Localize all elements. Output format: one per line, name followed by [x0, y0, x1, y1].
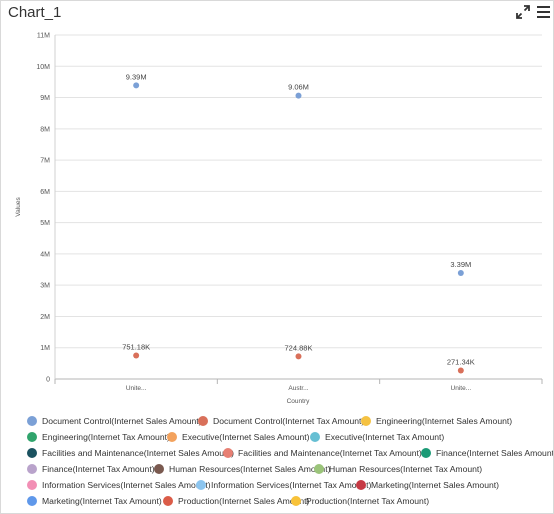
legend-label: Facilities and Maintenance(Internet Tax …	[238, 448, 422, 458]
legend-label: Finance(Internet Tax Amount)	[42, 464, 155, 474]
data-point	[457, 367, 464, 374]
hamburger-menu-icon[interactable]	[537, 5, 550, 19]
legend-marker-icon	[27, 416, 37, 426]
y-tick-label: 3M	[40, 283, 50, 290]
y-tick-label: 1M	[40, 345, 50, 352]
legend-label: Finance(Internet Sales Amount)	[436, 448, 554, 458]
x-axis-label: Country	[287, 398, 311, 405]
chart-plot-area: 0 1M 2M 3M 4M 5M 6M 7M 8M 9M 10M 11M Unite... Austr.…	[15, 33, 543, 405]
data-label: 271.34K	[447, 358, 475, 367]
legend-marker-icon	[27, 480, 37, 490]
y-tick-label: 4M	[40, 251, 50, 258]
data-label: 3.39M	[450, 260, 471, 269]
legend-label: Executive(Internet Sales Amount)	[182, 432, 310, 442]
legend-marker-icon	[291, 496, 301, 506]
legend-marker-icon	[223, 448, 233, 458]
y-tick-label: 7M	[40, 158, 50, 165]
y-tick-label: 10M	[36, 64, 50, 71]
legend-label: Human Resources(Internet Sales Amount)	[169, 464, 331, 474]
y-tick-label: 9M	[40, 95, 50, 102]
x-tick-label: Unite...	[451, 385, 472, 392]
legend-label: Engineering(Internet Sales Amount)	[376, 416, 513, 426]
legend-label: Engineering(Internet Tax Amount)	[42, 432, 170, 442]
legend-label: Executive(Internet Tax Amount)	[325, 432, 445, 442]
grid-lines	[54, 34, 543, 384]
legend-marker-icon	[27, 448, 37, 458]
legend-label: Facilities and Maintenance(Internet Sale…	[42, 448, 235, 458]
chart-title: Chart_1	[8, 4, 62, 21]
legend-label: Document Control(Internet Sales Amount)	[42, 416, 202, 426]
x-tick-label: Austr...	[288, 385, 308, 392]
legend-marker-icon	[310, 432, 320, 442]
data-point	[295, 353, 302, 360]
data-point	[457, 269, 464, 276]
data-point	[295, 92, 302, 99]
legend-marker-icon	[314, 464, 324, 474]
legend-marker-icon	[361, 416, 371, 426]
legend-marker-icon	[167, 432, 177, 442]
data-label: 724.88K	[285, 343, 313, 352]
legend-label: Information Services(Internet Tax Amount…	[211, 480, 372, 490]
expand-icon[interactable]	[516, 5, 530, 19]
legend-marker-icon	[27, 432, 37, 442]
legend-marker-icon	[198, 416, 208, 426]
x-tick-label: Unite...	[126, 385, 147, 392]
y-tick-label: 5M	[40, 220, 50, 227]
y-axis-label: Values	[15, 197, 22, 217]
x-axis-ticks: Unite... Austr... Unite...	[126, 385, 471, 392]
y-tick-label: 0	[46, 377, 50, 384]
y-axis-ticks: 0 1M 2M 3M 4M 5M 6M 7M 8M 9M 10M 11M	[36, 33, 50, 384]
legend-marker-icon	[356, 480, 366, 490]
data-point	[133, 352, 140, 359]
legend-marker-icon	[421, 448, 431, 458]
y-tick-label: 6M	[40, 189, 50, 196]
legend-marker-icon	[196, 480, 206, 490]
data-label: 751.18K	[122, 343, 150, 352]
data-point	[133, 82, 140, 89]
legend-label: Marketing(Internet Tax Amount)	[42, 496, 162, 506]
legend-label: Production(Internet Sales Amount)	[178, 496, 310, 506]
y-tick-label: 2M	[40, 314, 50, 321]
legend-label: Production(Internet Tax Amount)	[306, 496, 430, 506]
legend-label: Information Services(Internet Sales Amou…	[42, 480, 211, 490]
legend-label: Marketing(Internet Sales Amount)	[371, 480, 500, 490]
legend-marker-icon	[163, 496, 173, 506]
legend-label: Human Resources(Internet Tax Amount)	[329, 464, 483, 474]
legend-marker-icon	[27, 496, 37, 506]
legend-label: Document Control(Internet Tax Amount)	[213, 416, 365, 426]
data-label: 9.06M	[288, 83, 309, 92]
y-tick-label: 8M	[40, 126, 50, 133]
data-label: 9.39M	[126, 72, 147, 81]
data-points: 9.39M 9.06M 3.39M 751.18K 724.88K 271.34K	[122, 72, 475, 374]
y-tick-label: 11M	[37, 33, 50, 40]
legend-marker-icon	[154, 464, 164, 474]
legend-marker-icon	[27, 464, 37, 474]
